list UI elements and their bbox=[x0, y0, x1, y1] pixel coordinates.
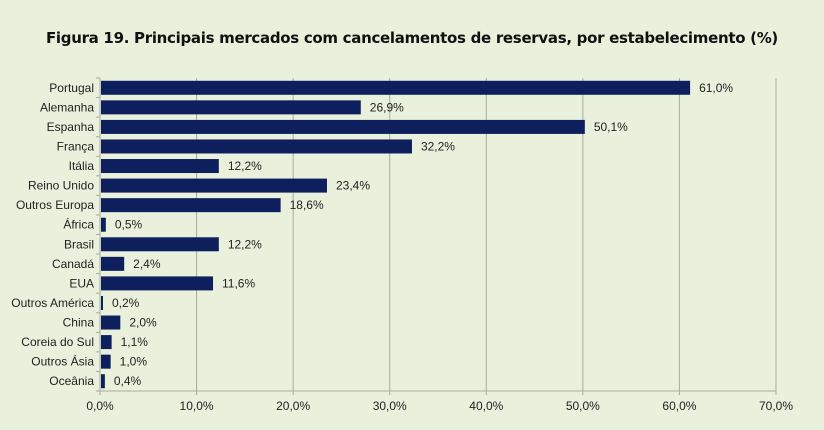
category-label: Espanha bbox=[47, 120, 95, 134]
category-label: Brasil bbox=[64, 237, 94, 251]
bar bbox=[101, 354, 111, 369]
x-tick-label: 0,0% bbox=[86, 399, 114, 413]
bar bbox=[101, 295, 103, 310]
category-label: África bbox=[63, 217, 94, 232]
value-label: 32,2% bbox=[421, 139, 455, 153]
x-tick-label: 40,0% bbox=[469, 399, 503, 413]
value-label: 12,2% bbox=[228, 237, 262, 251]
x-tick-label: 30,0% bbox=[373, 399, 407, 413]
x-tick-label: 10,0% bbox=[180, 399, 214, 413]
bar bbox=[101, 374, 105, 389]
value-label: 50,1% bbox=[594, 120, 628, 134]
x-tick-label: 20,0% bbox=[276, 399, 310, 413]
value-label: 11,6% bbox=[222, 276, 255, 290]
bar bbox=[101, 315, 121, 330]
bar bbox=[101, 159, 219, 174]
value-label: 1,1% bbox=[121, 335, 149, 349]
value-label: 0,5% bbox=[115, 218, 143, 232]
bar bbox=[101, 217, 106, 232]
category-label: Alemanha bbox=[40, 100, 94, 114]
category-label: China bbox=[63, 316, 95, 330]
bar bbox=[101, 276, 214, 291]
value-label: 26,9% bbox=[370, 100, 404, 114]
value-label: 2,4% bbox=[133, 257, 161, 271]
bar bbox=[101, 178, 327, 193]
value-label: 61,0% bbox=[699, 81, 733, 95]
category-label: Reino Unido bbox=[28, 179, 94, 193]
category-label: Outros Ásia bbox=[31, 354, 94, 369]
bar bbox=[101, 256, 125, 271]
category-label: Coreia do Sul bbox=[21, 335, 94, 349]
x-tick-label: 60,0% bbox=[662, 399, 696, 413]
category-label: Outros Europa bbox=[16, 198, 94, 212]
value-label: 0,2% bbox=[112, 296, 140, 310]
category-label: Itália bbox=[69, 159, 95, 173]
category-label: Portugal bbox=[49, 81, 94, 95]
category-label: EUA bbox=[69, 276, 94, 290]
bar bbox=[101, 198, 281, 213]
category-label: Outros América bbox=[11, 296, 94, 310]
bar bbox=[101, 237, 219, 252]
value-label: 1,0% bbox=[120, 355, 148, 369]
x-tick-label: 50,0% bbox=[566, 399, 600, 413]
category-label: Oceânia bbox=[49, 374, 94, 388]
category-label: Canadá bbox=[52, 257, 94, 271]
bar bbox=[101, 119, 585, 134]
value-label: 2,0% bbox=[129, 316, 157, 330]
value-label: 18,6% bbox=[290, 198, 324, 212]
value-label: 23,4% bbox=[336, 179, 370, 193]
bar bbox=[101, 80, 691, 95]
bar bbox=[101, 139, 412, 154]
chart-title: Figura 19. Principais mercados com cance… bbox=[45, 29, 778, 47]
bar bbox=[101, 335, 112, 350]
value-label: 0,4% bbox=[114, 374, 142, 388]
bar bbox=[101, 100, 361, 115]
x-tick-label: 70,0% bbox=[759, 399, 793, 413]
value-label: 12,2% bbox=[228, 159, 262, 173]
category-label: França bbox=[57, 139, 95, 153]
